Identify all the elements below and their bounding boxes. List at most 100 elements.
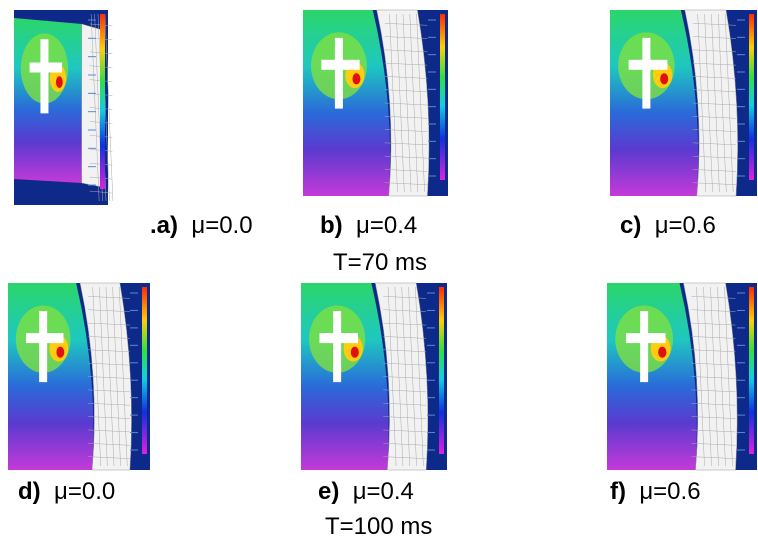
- mesh-line: [692, 116, 737, 119]
- mesh-line: [118, 286, 128, 467]
- mesh-line: [383, 402, 427, 406]
- failed-elements: [25, 333, 64, 344]
- mesh-line: [691, 443, 736, 446]
- panel-letter: f): [610, 478, 626, 505]
- mesh-line: [691, 429, 736, 433]
- failed-elements: [39, 311, 48, 383]
- failed-elements: [40, 39, 49, 114]
- mesh-line: [384, 102, 428, 106]
- mesh-line: [383, 376, 427, 379]
- hot-spot: [55, 76, 63, 88]
- mesh-line: [88, 443, 130, 446]
- failed-elements: [625, 333, 666, 344]
- colorbar: [749, 14, 754, 180]
- panel-letter: c): [620, 212, 642, 239]
- group-label: T=100 ms: [325, 513, 433, 540]
- mesh-line: [394, 286, 404, 467]
- failed-elements: [29, 62, 63, 73]
- mesh-line: [92, 286, 101, 467]
- mesh-line: [401, 286, 410, 467]
- hot-spot: [350, 346, 359, 358]
- mesh-line: [384, 129, 428, 132]
- mesh-line: [402, 13, 412, 193]
- caption: d) μ=0.0: [18, 480, 115, 504]
- mesh-line: [691, 376, 736, 379]
- mesh-line: [384, 142, 428, 146]
- panel-label: μ=0.0: [191, 212, 253, 239]
- mesh-line: [692, 36, 737, 39]
- hot-spot: [660, 73, 669, 85]
- mesh-line: [692, 182, 737, 185]
- panel-letter: .a): [150, 212, 179, 239]
- mesh-line: [384, 169, 428, 172]
- mesh-line: [383, 443, 427, 446]
- simulation-image: [607, 282, 757, 471]
- mesh-line: [88, 402, 130, 406]
- mesh-line: [383, 456, 427, 459]
- mesh-line: [396, 13, 405, 193]
- mesh-line: [718, 13, 727, 193]
- mesh-line: [384, 49, 428, 53]
- mesh-line: [416, 13, 425, 193]
- mesh-line: [692, 142, 737, 146]
- mesh-line: [383, 296, 427, 299]
- mesh-line: [88, 416, 130, 419]
- mesh-line: [724, 286, 733, 467]
- mesh-line: [696, 286, 705, 467]
- hot-spot: [56, 346, 65, 358]
- mesh-line: [88, 389, 130, 393]
- caption: c) μ=0.6: [620, 214, 716, 238]
- caption: .a) μ=0.0: [150, 214, 253, 238]
- mesh-line: [692, 102, 737, 106]
- failed-elements: [321, 59, 360, 70]
- panel-letter: d): [18, 478, 41, 505]
- simulation-image: [303, 9, 448, 197]
- mesh-line: [415, 286, 424, 467]
- mesh-line: [691, 402, 736, 406]
- panel-label: μ=0.6: [639, 478, 701, 505]
- failed-elements: [334, 37, 343, 109]
- group-label: T=70 ms: [333, 249, 428, 276]
- mesh-line: [88, 429, 130, 433]
- mesh-line: [384, 155, 428, 159]
- colorbar: [439, 287, 444, 454]
- mesh-line: [384, 23, 428, 26]
- mesh-line: [717, 286, 726, 467]
- mesh-line: [88, 456, 130, 459]
- hot-spot: [658, 346, 667, 358]
- mesh-line: [99, 286, 108, 467]
- mesh-line: [704, 13, 713, 193]
- mesh-line: [90, 13, 100, 202]
- mesh-line: [88, 309, 130, 312]
- mesh-line: [384, 36, 428, 39]
- mesh-line: [384, 182, 428, 185]
- caption: b) μ=0.4: [320, 214, 417, 238]
- mesh-line: [692, 23, 737, 26]
- hot-spot: [352, 73, 361, 85]
- mesh-line: [691, 309, 736, 312]
- colorbar: [142, 287, 147, 454]
- mesh-line: [88, 322, 130, 326]
- mesh-line: [387, 286, 397, 467]
- colorbar: [440, 14, 445, 180]
- panel-label: μ=0.4: [356, 212, 418, 239]
- failed-elements: [642, 37, 651, 109]
- simulation-image: [8, 282, 150, 471]
- mesh-line: [383, 416, 427, 419]
- failed-elements: [319, 333, 359, 344]
- panel-label: μ=0.0: [54, 478, 116, 505]
- mesh-line: [692, 49, 737, 53]
- mesh-line: [691, 389, 736, 393]
- failed-elements: [628, 59, 668, 70]
- mesh-line: [703, 286, 712, 467]
- failed-elements: [333, 311, 342, 383]
- mesh-line: [383, 322, 427, 326]
- panel-letter: b): [320, 212, 343, 239]
- mesh-line: [88, 296, 130, 299]
- mesh-line: [710, 286, 719, 467]
- mesh-line: [691, 322, 736, 326]
- mesh-line: [724, 13, 734, 193]
- mesh-line: [383, 309, 427, 312]
- mesh-line: [104, 13, 114, 202]
